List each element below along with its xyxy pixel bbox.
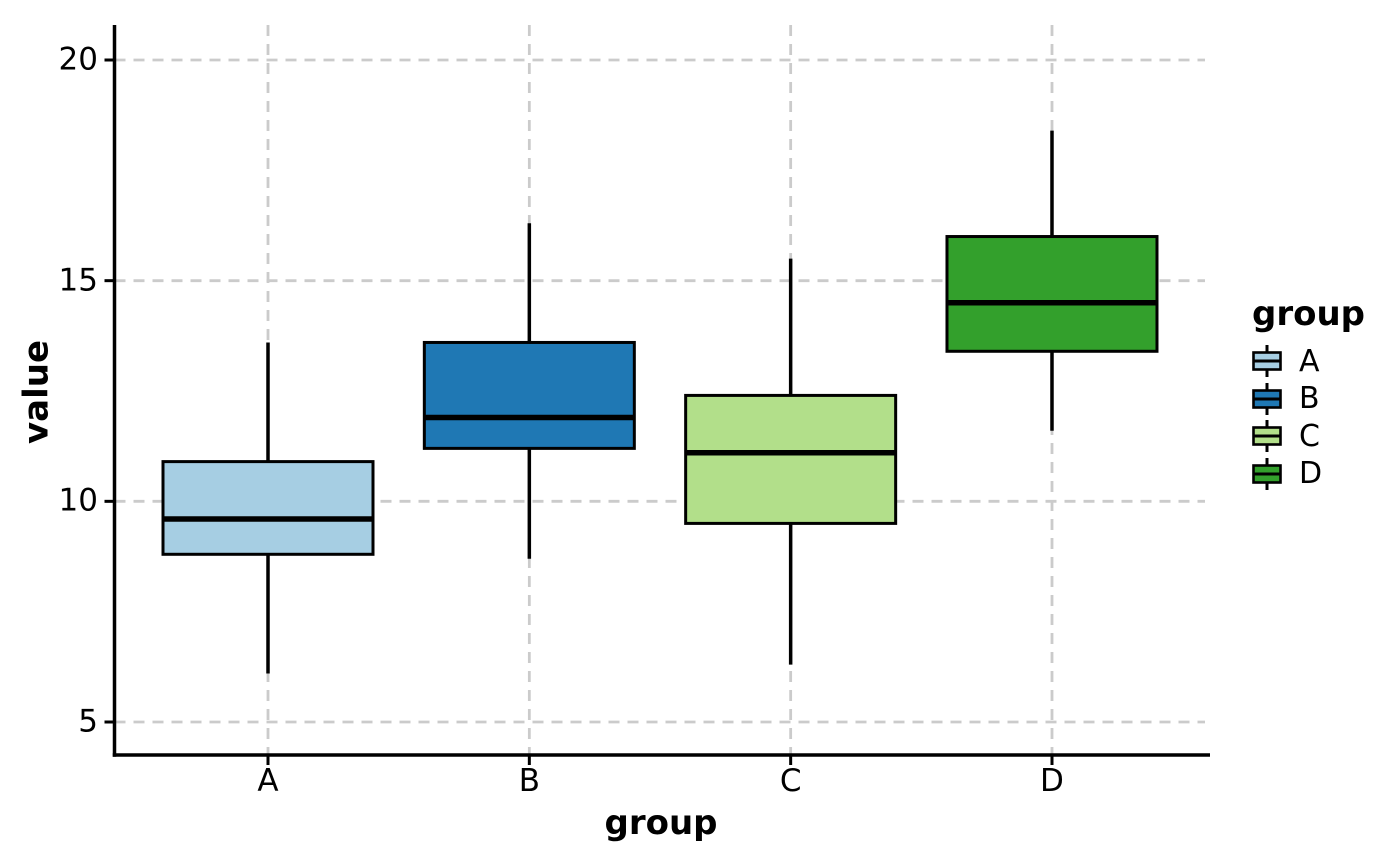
legend-entry: C	[1250, 418, 1365, 456]
x-tick-label: C	[779, 763, 802, 799]
legend-entry: A	[1250, 342, 1365, 380]
y-tick-label: 10	[58, 482, 98, 519]
legend: group A B C	[1250, 294, 1366, 493]
x-tick-label: D	[1040, 763, 1064, 799]
legend-title: group	[1252, 294, 1366, 334]
y-tick-label: 5	[78, 703, 98, 740]
boxplot-key-icon	[1252, 457, 1282, 490]
box-D	[945, 235, 1159, 353]
x-axis-title: group	[604, 803, 718, 843]
legend-entry-label: C	[1299, 418, 1320, 454]
x-tick-label: B	[518, 763, 540, 799]
legend-entry-label: A	[1299, 343, 1320, 379]
box-A	[161, 460, 375, 556]
legend-entry: B	[1250, 380, 1365, 418]
legend-entry-label: B	[1299, 381, 1320, 417]
x-tick-label: A	[257, 763, 279, 799]
box-B	[422, 340, 636, 450]
y-tick-label: 20	[58, 41, 98, 78]
y-axis-title: value	[16, 339, 57, 445]
legend-entry-label: D	[1299, 456, 1323, 492]
boxplot-key-icon	[1252, 345, 1282, 378]
legend-entry: D	[1250, 455, 1365, 493]
y-tick-label: 15	[58, 262, 98, 299]
boxplot-key-icon	[1252, 420, 1282, 453]
box-C	[684, 393, 898, 525]
boxplot-key-icon	[1252, 382, 1282, 415]
